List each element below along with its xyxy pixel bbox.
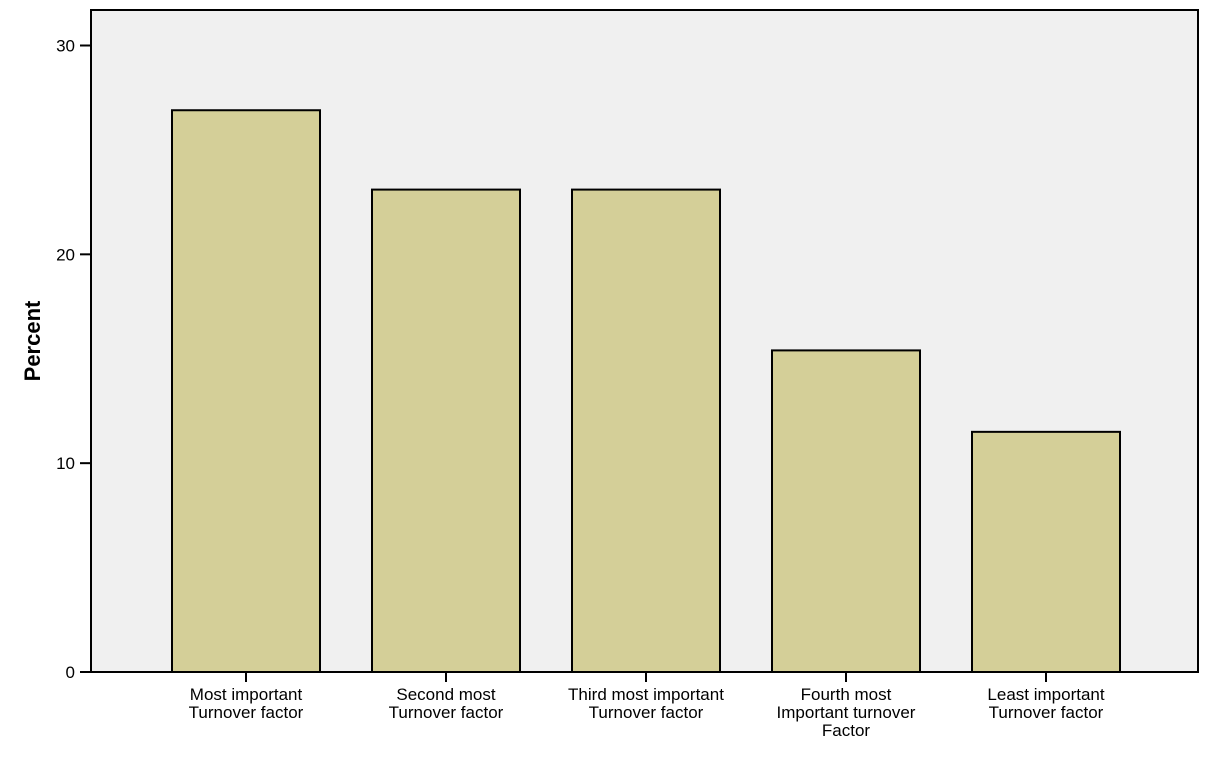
x-tick-label-line: Turnover factor	[989, 703, 1104, 722]
y-axis-title: Percent	[20, 300, 45, 381]
y-tick-label: 0	[66, 663, 75, 682]
x-tick-label: Third most important Turnover factor	[568, 685, 724, 722]
bars-group	[171, 109, 1121, 674]
bar	[971, 430, 1121, 674]
x-tick-label-line: Third most important	[568, 685, 724, 704]
bar	[571, 188, 721, 673]
bar	[771, 349, 921, 673]
x-tick-label: Fourth most Important turnover Factor	[777, 685, 916, 740]
x-tick-label-line: Fourth most	[801, 685, 892, 704]
x-tick-label-line: Most important	[190, 685, 303, 704]
x-tick-label-line: Least important	[987, 685, 1104, 704]
x-tick-label: Most important Turnover factor	[189, 685, 304, 722]
y-tick-label: 30	[56, 37, 75, 56]
y-axis: 0 10 20 30	[56, 37, 91, 682]
x-tick-label-line: Factor	[822, 721, 871, 740]
x-tick-label-line: Turnover factor	[589, 703, 704, 722]
x-tick-label-line: Important turnover	[777, 703, 916, 722]
x-tick-label-line: Turnover factor	[389, 703, 504, 722]
bar	[371, 188, 521, 673]
y-tick-label: 10	[56, 454, 75, 473]
y-tick-label: 20	[56, 245, 75, 264]
x-tick-label-line: Second most	[396, 685, 495, 704]
x-tick-label: Second most Turnover factor	[389, 685, 504, 722]
bar	[171, 109, 321, 673]
x-tick-label-line: Turnover factor	[189, 703, 304, 722]
x-tick-label: Least important Turnover factor	[987, 685, 1104, 722]
